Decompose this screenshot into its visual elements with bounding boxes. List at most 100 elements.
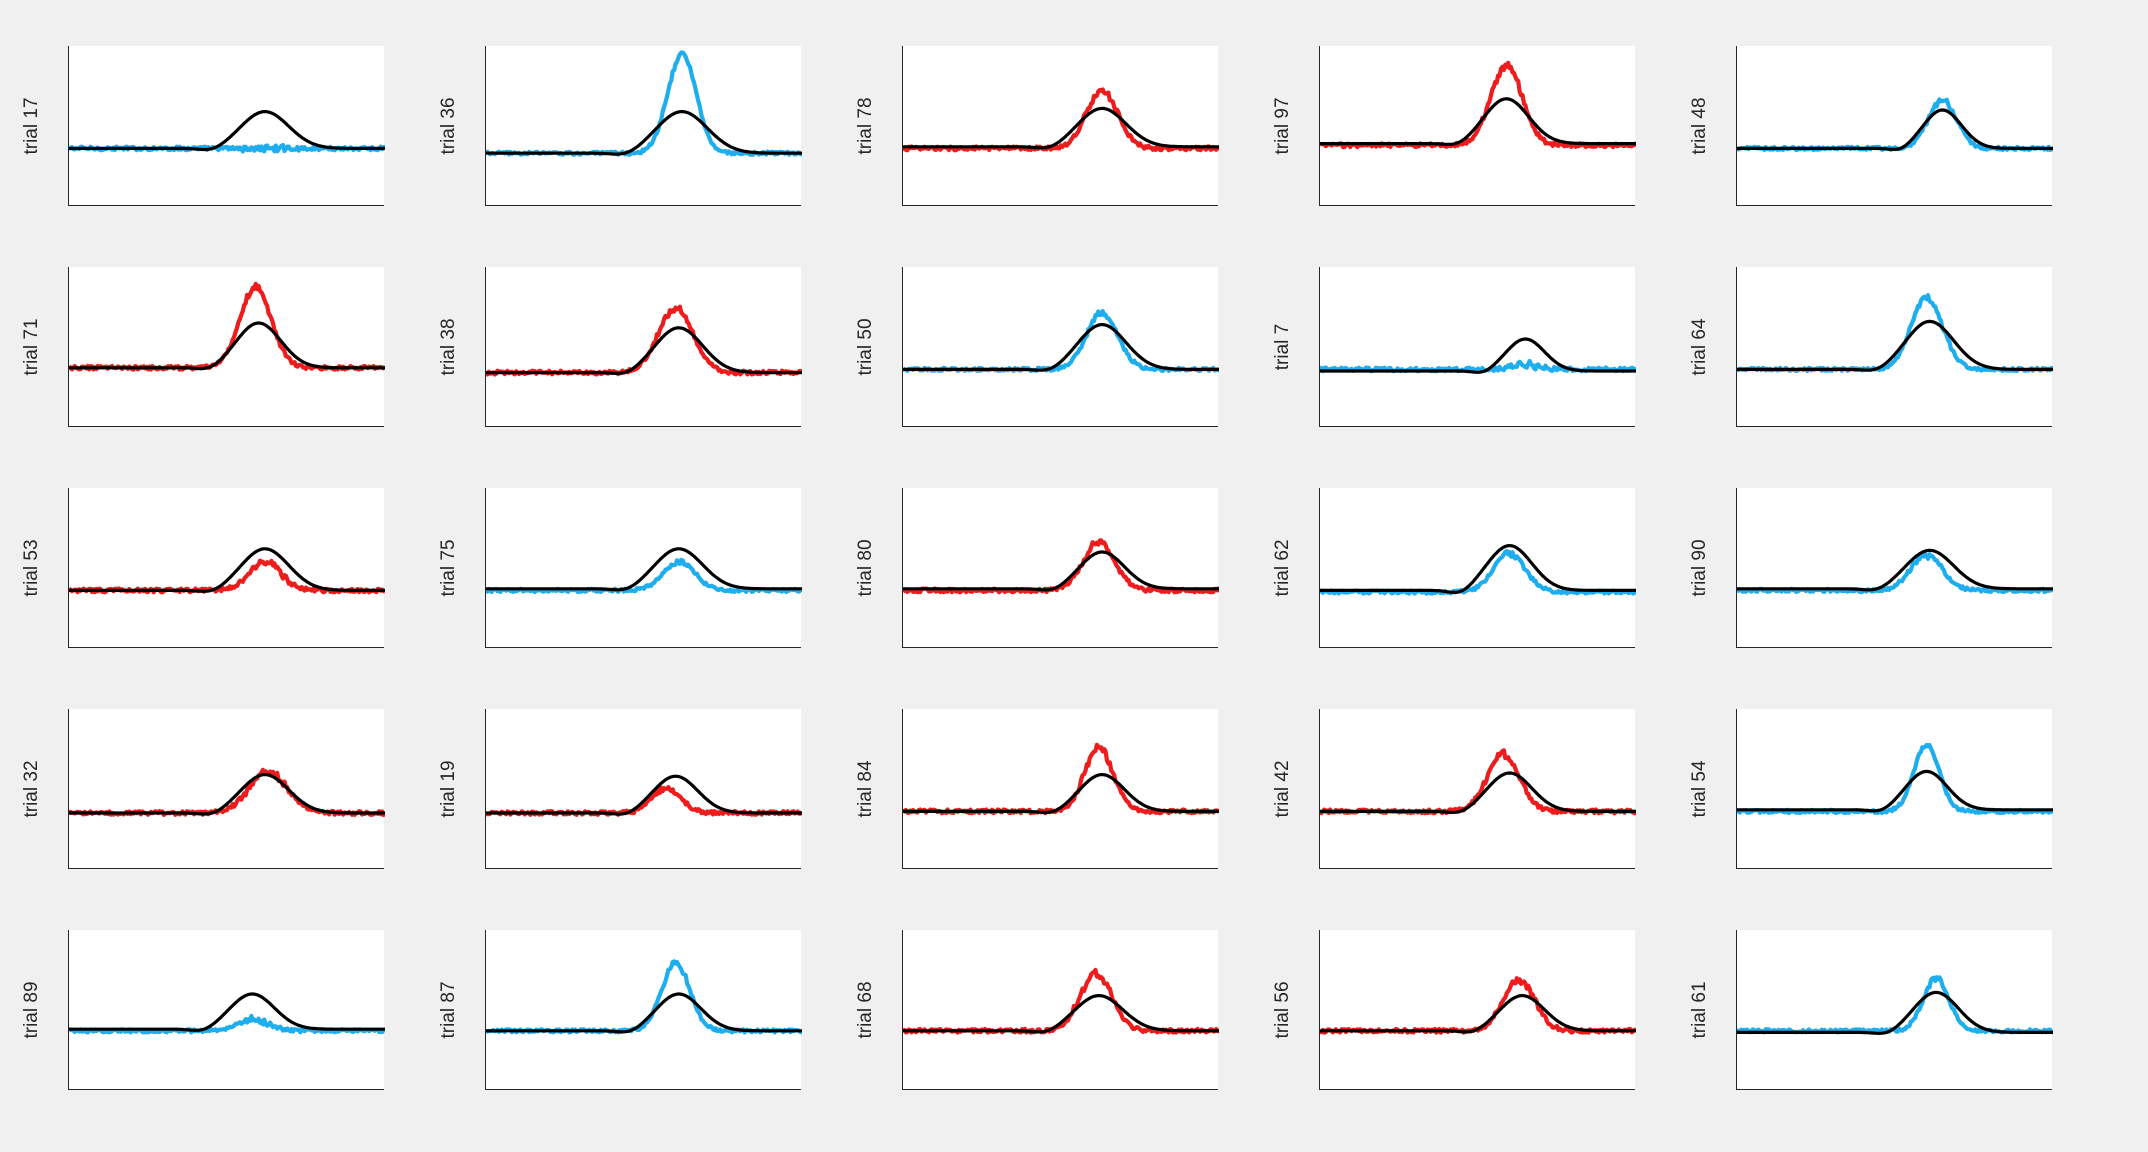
fit-line (903, 106, 1219, 150)
trace-plot (1320, 976, 1636, 1035)
fit-line (486, 109, 802, 156)
fit-line (903, 322, 1219, 372)
fit-line (69, 772, 385, 816)
trace-plot (69, 109, 385, 154)
plot-axes (1736, 930, 2053, 1090)
fit-line (1737, 990, 2053, 1036)
y-axis-label: trial 38 (438, 318, 459, 376)
subplot-18: trial 84 (855, 709, 1219, 869)
trace-plot (1320, 543, 1636, 596)
trace-plot (1737, 97, 2053, 153)
subplot-16: trial 32 (21, 709, 385, 869)
y-axis-label: trial 80 (855, 539, 876, 597)
signal-line (1737, 293, 2053, 374)
y-axis-label: trial 56 (1272, 981, 1293, 1039)
y-axis-label: trial 50 (855, 318, 876, 376)
signal-line (1320, 976, 1636, 1035)
subplot-22: trial 87 (438, 930, 802, 1090)
subplot-4: trial 97 (1272, 46, 1636, 206)
trace-plot (1320, 748, 1636, 816)
subplot-15: trial 90 (1689, 488, 2053, 648)
subplot-13: trial 80 (855, 488, 1219, 648)
plot-axes (68, 709, 385, 869)
subplot-2: trial 36 (438, 46, 802, 206)
plot-axes (1736, 488, 2053, 648)
plot-axes (902, 709, 1219, 869)
subplot-1: trial 17 (21, 46, 385, 206)
plot-axes (902, 930, 1219, 1090)
trace-plot (69, 281, 385, 372)
trace-plot (1737, 293, 2053, 374)
plot-axes (485, 267, 802, 427)
y-axis-label: trial 68 (855, 981, 876, 1039)
fit-line (69, 109, 385, 152)
y-axis-label: trial 75 (438, 539, 459, 597)
y-axis-label: trial 42 (1272, 760, 1293, 818)
signal-line (69, 281, 385, 372)
plot-axes (485, 46, 802, 206)
plot-axes (68, 267, 385, 427)
trace-plot (1737, 548, 2053, 595)
subplot-3: trial 78 (855, 46, 1219, 206)
trace-plot (486, 547, 802, 595)
fit-line (69, 992, 385, 1032)
plot-axes (1319, 267, 1636, 427)
plot-axes (902, 46, 1219, 206)
y-axis-label: trial 36 (438, 97, 459, 155)
plot-axes (1736, 267, 2053, 427)
fit-line (1320, 771, 1636, 815)
signal-line (1737, 551, 2053, 595)
y-axis-label: trial 48 (1689, 97, 1710, 155)
signal-line (903, 742, 1219, 816)
subplot-14: trial 62 (1272, 488, 1636, 648)
plot-axes (902, 488, 1219, 648)
signal-line (1320, 60, 1636, 150)
plot-axes (1319, 930, 1636, 1090)
fit-line (486, 774, 802, 816)
signal-line (69, 767, 385, 818)
signal-line (1737, 975, 2053, 1035)
signal-line (1737, 97, 2053, 153)
trace-plot (903, 538, 1219, 595)
subplot-9: trial 7 (1272, 267, 1636, 427)
subplot-24: trial 56 (1272, 930, 1636, 1090)
signal-line (1320, 748, 1636, 816)
subplot-19: trial 42 (1272, 709, 1636, 869)
subplot-23: trial 68 (855, 930, 1219, 1090)
subplot-7: trial 38 (438, 267, 802, 427)
signal-line (69, 558, 385, 595)
trace-plot (69, 992, 385, 1035)
subplot-6: trial 71 (21, 267, 385, 427)
trace-plot (903, 967, 1219, 1035)
y-axis-label: trial 87 (438, 981, 459, 1039)
signal-line (903, 538, 1219, 595)
signal-line (903, 87, 1219, 153)
trace-plot (486, 304, 802, 377)
y-axis-label: trial 90 (1689, 539, 1710, 597)
trace-plot (903, 87, 1219, 153)
y-axis-label: trial 54 (1689, 760, 1710, 818)
fit-line (69, 547, 385, 593)
trace-plot (903, 308, 1219, 374)
signal-line (1320, 549, 1636, 596)
fit-line (1737, 108, 2053, 152)
trace-plot (69, 547, 385, 595)
trace-plot (1737, 742, 2053, 816)
plot-axes (1319, 709, 1636, 869)
fit-line (1737, 319, 2053, 372)
y-axis-label: trial 19 (438, 760, 459, 818)
signal-line (1737, 742, 2053, 816)
subplot-17: trial 19 (438, 709, 802, 869)
fit-line (486, 992, 802, 1034)
trace-plot (903, 742, 1219, 816)
plot-axes (902, 267, 1219, 427)
subplot-21: trial 89 (21, 930, 385, 1090)
plot-axes (485, 488, 802, 648)
y-axis-label: trial 97 (1272, 97, 1293, 155)
plot-axes (68, 46, 385, 206)
y-axis-label: trial 17 (21, 97, 42, 155)
fit-line (486, 547, 802, 592)
plot-axes (68, 930, 385, 1090)
plot-axes (1736, 46, 2053, 206)
